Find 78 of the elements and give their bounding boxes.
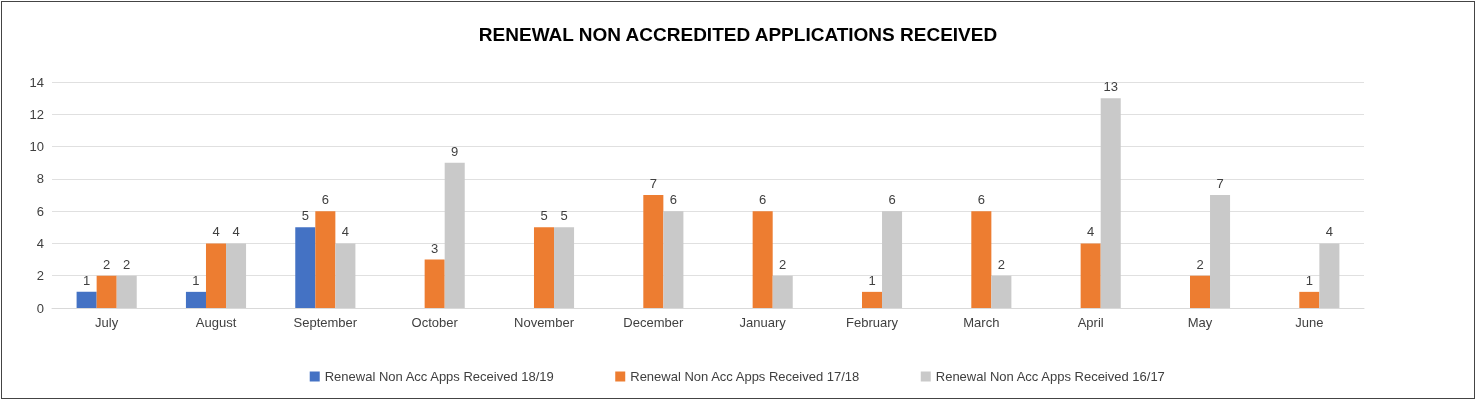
data-label: 2	[997, 256, 1005, 272]
bar	[424, 259, 445, 308]
data-label: 6	[977, 192, 985, 208]
data-label: 3	[431, 240, 439, 256]
x-tick-label: September	[293, 315, 358, 330]
x-tick-label: January	[739, 315, 787, 330]
data-label: 4	[232, 224, 240, 240]
data-label: 6	[321, 192, 329, 208]
bar	[185, 291, 206, 308]
bar	[1080, 243, 1101, 308]
bar	[315, 211, 336, 308]
y-tick-label: 8	[36, 171, 44, 187]
bar	[1189, 275, 1211, 308]
bar	[116, 275, 137, 308]
x-tick-label: November	[514, 315, 575, 330]
bar	[861, 291, 883, 308]
data-label: 1	[1305, 272, 1313, 288]
chart-title: RENEWAL NON ACCREDITED APPLICATIONS RECEIVED	[478, 24, 998, 45]
bar	[1100, 98, 1121, 308]
y-tick-label: 12	[29, 106, 44, 122]
data-label: 6	[759, 192, 767, 208]
y-tick-label: 0	[36, 300, 44, 316]
bar	[882, 211, 903, 308]
data-label: 7	[1216, 176, 1224, 191]
x-tick-label: July	[95, 315, 119, 330]
y-tick-label: 2	[36, 268, 44, 284]
data-label: 5	[540, 208, 548, 224]
bar	[554, 227, 575, 308]
data-label: 1	[192, 272, 200, 288]
x-tick-label: April	[1077, 315, 1104, 330]
data-label: 7	[649, 176, 657, 191]
data-label: 4	[1087, 224, 1095, 240]
x-tick-label: February	[845, 315, 899, 330]
data-label: 9	[451, 143, 459, 159]
bar	[76, 291, 97, 308]
bar	[643, 195, 664, 308]
bar	[1299, 291, 1320, 308]
x-tick-label: October	[411, 315, 459, 330]
x-tick-label: May	[1187, 315, 1213, 330]
bar	[663, 211, 684, 308]
data-label: 13	[1103, 79, 1118, 95]
bar	[1210, 195, 1231, 308]
data-label: 6	[888, 192, 896, 208]
bar	[533, 227, 555, 308]
data-label: 4	[1325, 224, 1333, 240]
data-label: 1	[83, 272, 91, 288]
x-tick-label: December	[623, 315, 684, 330]
bar	[335, 243, 356, 308]
data-label: 2	[123, 256, 131, 272]
y-tick-label: 6	[36, 203, 44, 219]
data-label: 2	[1196, 256, 1204, 272]
data-label: 5	[301, 208, 309, 224]
x-tick-label: June	[1295, 315, 1324, 330]
bar	[226, 243, 247, 308]
data-label: 2	[103, 256, 111, 272]
bar	[991, 275, 1012, 308]
bar	[971, 211, 992, 308]
bar	[96, 275, 117, 308]
legend-label: Renewal Non Acc Apps Received 16/17	[935, 369, 1165, 384]
y-tick-label: 14	[29, 74, 44, 90]
bar	[772, 275, 793, 308]
data-label: 2	[779, 256, 787, 272]
data-label: 5	[560, 208, 568, 224]
legend-label: Renewal Non Acc Apps Received 18/19	[324, 369, 554, 384]
bar	[444, 162, 465, 308]
y-tick-label: 10	[29, 139, 44, 155]
legend-label: Renewal Non Acc Apps Received 17/18	[630, 369, 860, 384]
data-label: 4	[341, 224, 349, 240]
y-tick-label: 4	[36, 235, 44, 251]
data-label: 1	[868, 272, 876, 288]
x-tick-label: March	[963, 315, 1000, 330]
data-label: 6	[669, 192, 677, 208]
x-tick-label: August	[195, 315, 237, 330]
bar	[295, 227, 316, 308]
bar	[1319, 243, 1340, 308]
bar	[205, 243, 227, 308]
data-label: 4	[212, 224, 220, 240]
bar	[752, 211, 773, 308]
